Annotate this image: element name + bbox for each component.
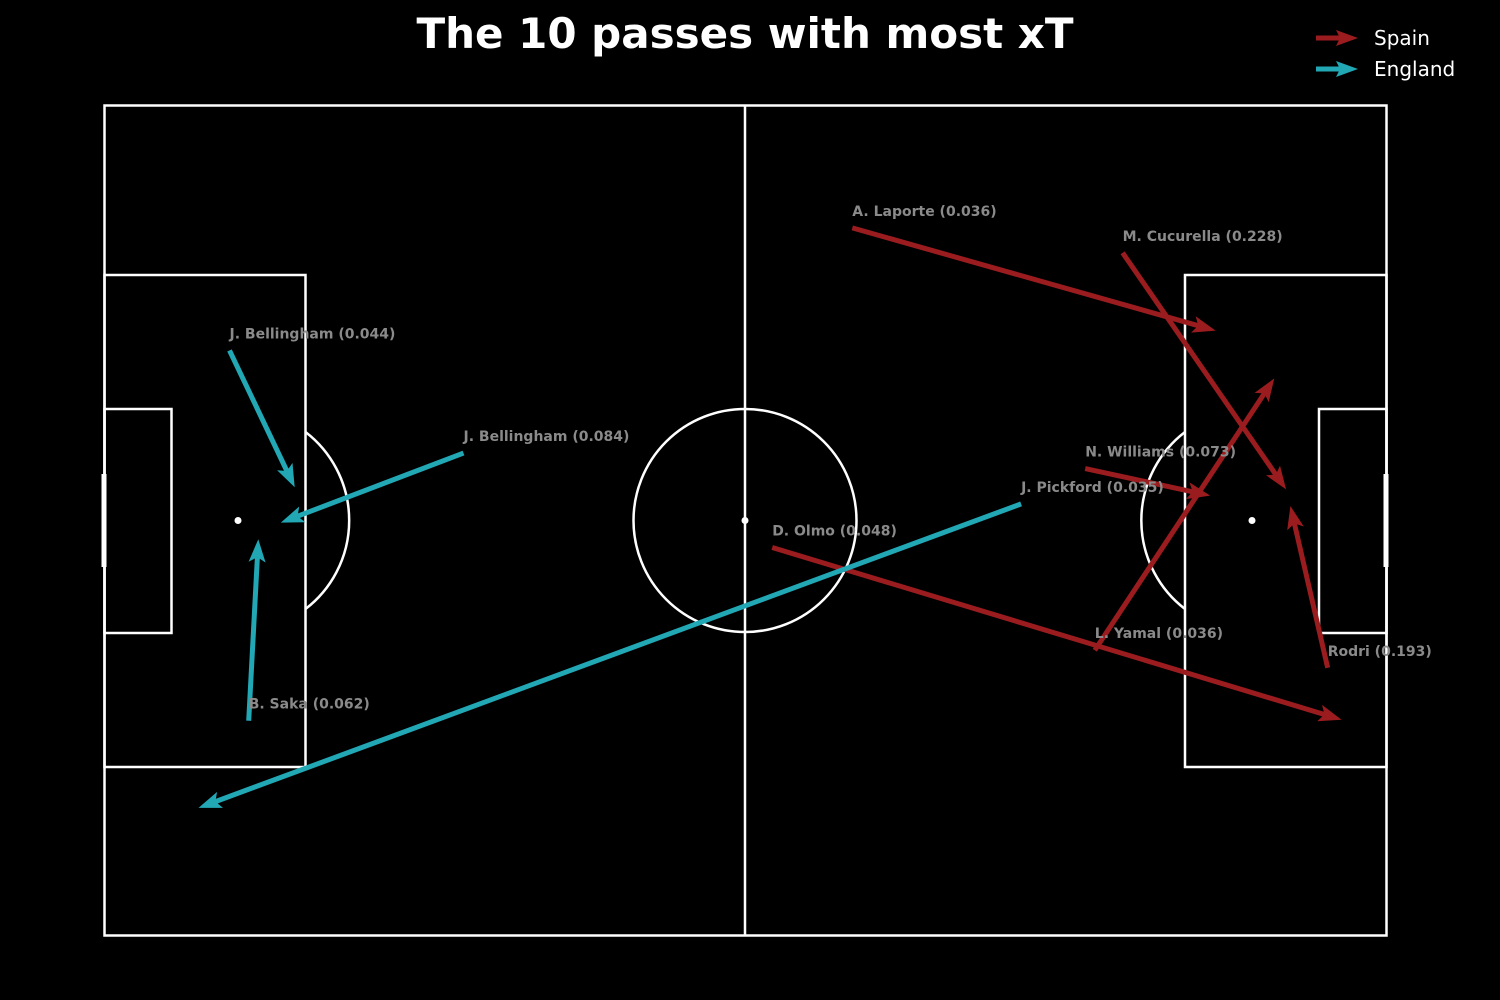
pass-line-england-j-bellingham-0 bbox=[227, 349, 290, 473]
pass-line-spain-d-olmo-3 bbox=[771, 545, 1326, 717]
pass-arrow-spain-rodri-5 bbox=[1287, 506, 1331, 669]
pass-label-spain-d-olmo-3: D. Olmo (0.048) bbox=[772, 524, 897, 540]
pass-line-england-j-pickford-2 bbox=[214, 501, 1022, 804]
pass-arrowhead-spain-rodri-5 bbox=[1287, 506, 1304, 531]
pass-line-spain-a-laporte-0 bbox=[851, 225, 1199, 329]
chart-title: The 10 passes with most xT bbox=[416, 9, 1073, 58]
pass-labels-layer: A. Laporte (0.036) M. Cucurella (0.228) N.… bbox=[229, 204, 1432, 713]
pass-label-england-b-saka-3: B. Saka (0.062) bbox=[249, 697, 370, 713]
legend-label-spain: Spain bbox=[1374, 26, 1430, 50]
pass-arrow-england-j-pickford-2 bbox=[198, 501, 1022, 808]
pass-arrow-spain-m-cucurella-1 bbox=[1120, 251, 1287, 490]
pass-arrow-england-j-bellingham-1 bbox=[280, 450, 465, 523]
centre-spot bbox=[741, 517, 749, 524]
passes-layer bbox=[198, 225, 1342, 808]
pass-line-england-j-bellingham-1 bbox=[296, 450, 465, 519]
pass-label-spain-l-yamal-4: L. Yamal (0.036) bbox=[1095, 626, 1223, 642]
legend-label-england: England bbox=[1374, 57, 1455, 81]
pass-arrowhead-england-b-saka-3 bbox=[248, 539, 266, 563]
legend-item-spain: Spain bbox=[1316, 26, 1430, 50]
pass-label-england-j-pickford-2: J. Pickford (0.035) bbox=[1020, 480, 1164, 496]
legend-item-england: England bbox=[1316, 57, 1455, 81]
pitch bbox=[101, 104, 1389, 937]
pass-label-spain-rodri-5: Rodri (0.193) bbox=[1328, 644, 1432, 660]
legend-swatch-england-arrowhead bbox=[1336, 61, 1358, 77]
centre-circle bbox=[632, 407, 858, 634]
left-penalty-spot bbox=[234, 517, 242, 524]
pass-arrow-spain-l-yamal-4 bbox=[1092, 378, 1275, 652]
legend-swatch-spain-arrowhead bbox=[1336, 30, 1358, 46]
pass-arrowhead-spain-l-yamal-4 bbox=[1254, 378, 1275, 403]
pass-label-spain-a-laporte-0: A. Laporte (0.036) bbox=[852, 204, 996, 220]
right-penalty-spot bbox=[1248, 517, 1256, 524]
pass-label-spain-n-williams-2: N. Williams (0.073) bbox=[1085, 445, 1236, 461]
pass-label-england-j-bellingham-1: J. Bellingham (0.084) bbox=[463, 429, 630, 445]
pass-line-spain-rodri-5 bbox=[1291, 522, 1331, 669]
pass-line-england-b-saka-3 bbox=[246, 556, 260, 721]
pass-label-spain-m-cucurella-1: M. Cucurella (0.228) bbox=[1123, 229, 1283, 245]
pass-line-spain-n-williams-2 bbox=[1084, 466, 1194, 495]
pass-arrow-england-b-saka-3 bbox=[246, 539, 266, 721]
pass-arrowhead-spain-m-cucurella-1 bbox=[1266, 465, 1287, 490]
pass-arrow-spain-d-olmo-3 bbox=[771, 545, 1342, 722]
pass-arrow-spain-a-laporte-0 bbox=[851, 225, 1216, 333]
pass-label-england-j-bellingham-0: J. Bellingham (0.044) bbox=[229, 326, 396, 342]
right-penalty-arc bbox=[1140, 431, 1186, 610]
pass-line-spain-m-cucurella-1 bbox=[1120, 251, 1278, 477]
pass-arrowhead-england-j-bellingham-0 bbox=[277, 462, 295, 488]
pass-arrow-england-j-bellingham-0 bbox=[227, 349, 295, 488]
pass-arrowhead-england-j-bellingham-1 bbox=[280, 506, 306, 523]
pass-arrowhead-england-j-pickford-2 bbox=[198, 791, 223, 808]
pass-arrowhead-spain-d-olmo-3 bbox=[1317, 704, 1342, 722]
left-penalty-arc bbox=[304, 431, 351, 610]
pass-line-spain-l-yamal-4 bbox=[1092, 392, 1267, 652]
legend: Spain England bbox=[1316, 26, 1455, 81]
pass-arrowhead-spain-a-laporte-0 bbox=[1191, 316, 1216, 333]
